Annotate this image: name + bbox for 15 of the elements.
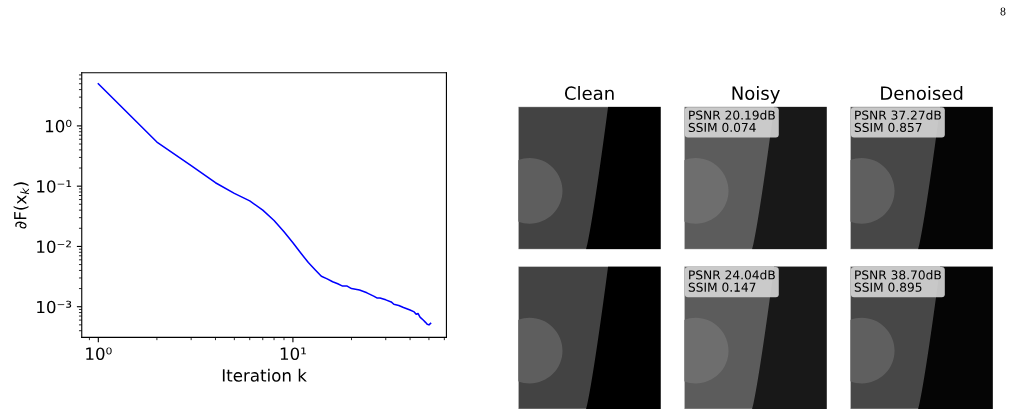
y-axis-title: ∂F(x$_{k}$) [13, 182, 30, 229]
category-label: Denoised [881, 86, 963, 101]
y-tick-label: 10⁻² [37, 240, 71, 254]
text: PSNR 37.27dB SSIM 0.857 [854, 110, 941, 133]
text: 8 [1000, 7, 1006, 16]
category-label: Clean [564, 86, 614, 101]
y-tick-label: 10⁰ [45, 119, 72, 133]
text: PSNR 20.19dB SSIM 0.074 [688, 110, 775, 133]
y-tick-label: 10⁻¹ [37, 180, 72, 193]
x-tick-label: 10¹ [280, 347, 306, 360]
text: PSNR 38.70dB SSIM 0.895 [854, 270, 941, 292]
y-tick-label: 10⁻³ [37, 300, 72, 314]
x-axis-title: Iteration k [222, 368, 307, 382]
category-label: Noisy [732, 86, 780, 104]
text: PSNR 24.04dB SSIM 0.147 [688, 270, 775, 292]
